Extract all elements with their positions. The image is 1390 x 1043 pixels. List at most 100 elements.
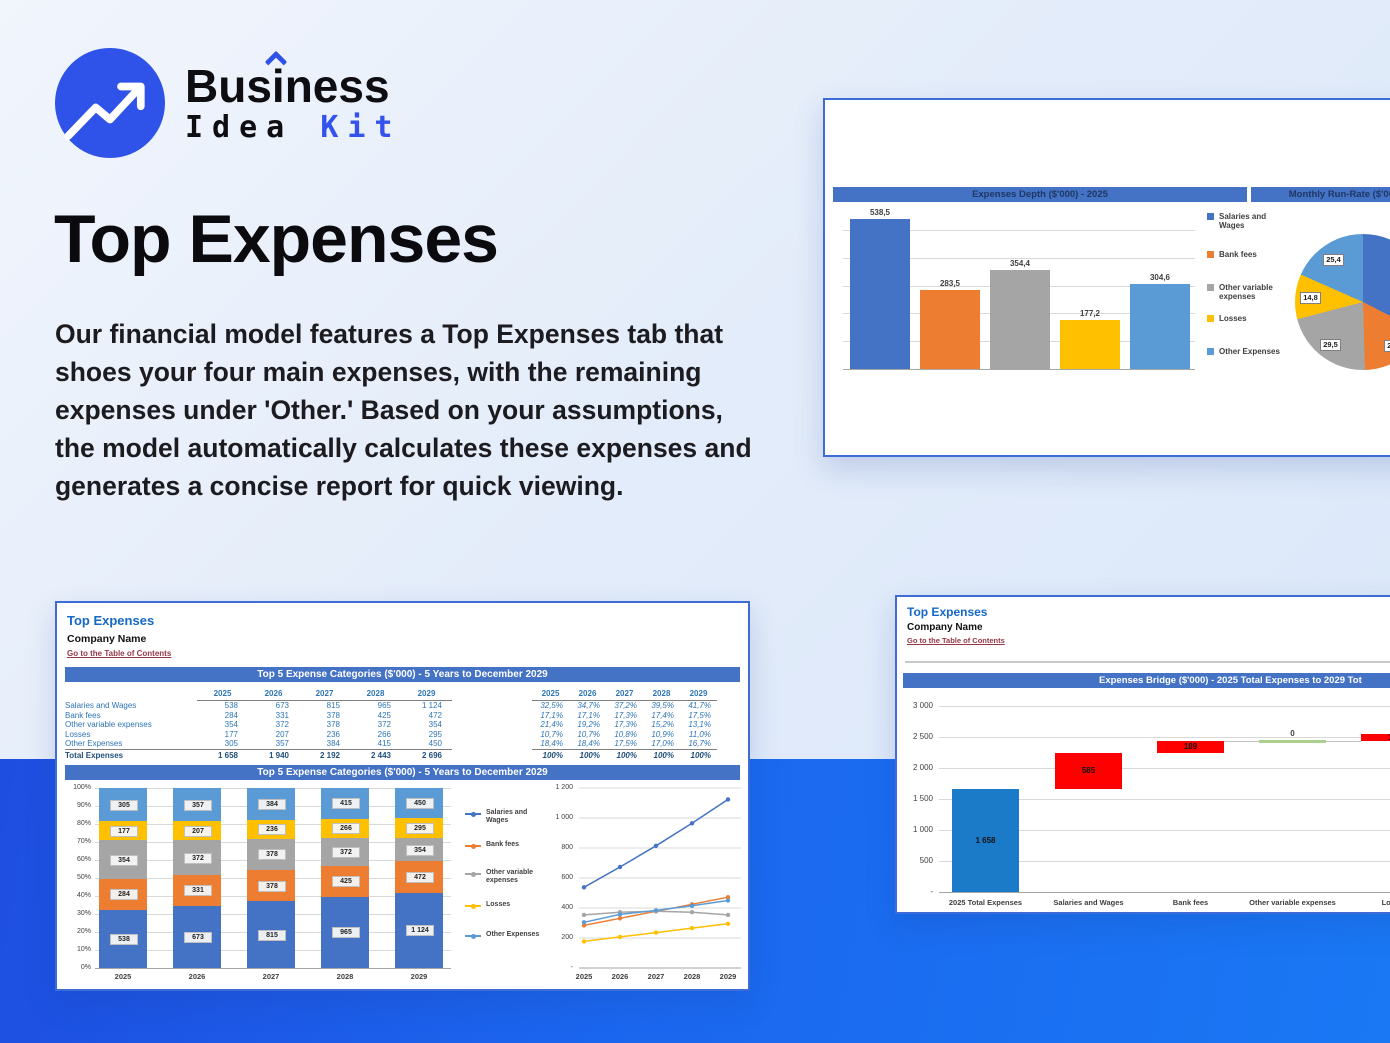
legend-label: Other variable expenses xyxy=(486,869,534,885)
year-header: 2029 xyxy=(401,689,452,701)
legend-swatch xyxy=(1207,315,1214,322)
brand-line2: Idea Kit xyxy=(185,110,402,145)
y-axis-tick: 20% xyxy=(76,928,91,935)
total-value-cell: 2 192 xyxy=(299,748,350,761)
year-header: 2029 xyxy=(680,689,717,701)
bar-value-label: 538,5 xyxy=(869,208,891,218)
y-axis-tick: 1 500 xyxy=(912,794,933,803)
y-axis-tick: 30% xyxy=(76,910,91,917)
company-name: Company Name xyxy=(907,622,983,633)
bar-bank-fees xyxy=(920,290,980,369)
y-axis-tick: 1 000 xyxy=(912,825,933,834)
value-cell: 673 xyxy=(275,701,289,710)
sheet-title: Top Expenses xyxy=(907,605,988,619)
legend-item-salaries-and-wages: Salaries and Wages xyxy=(465,809,548,825)
year-header: 2026 xyxy=(569,689,606,701)
pie-chart-title: Monthly Run-Rate ($'000 xyxy=(1251,187,1390,202)
legend-label: Bank fees xyxy=(486,841,520,848)
segment-value-label: 331 xyxy=(184,885,212,897)
legend-item-other-expenses: Other Expenses xyxy=(1207,347,1291,356)
row-label: Bank fees xyxy=(65,710,101,720)
segment-value-label: 450 xyxy=(406,798,434,810)
y-axis-tick: 1 200 xyxy=(555,784,573,791)
year-header: 2027 xyxy=(299,689,350,701)
x-axis-label: 2026 xyxy=(611,972,629,981)
data-point xyxy=(653,908,659,913)
company-name: Company Name xyxy=(67,633,147,645)
data-point xyxy=(653,930,659,935)
bar-value-label: 118 xyxy=(1361,733,1390,742)
y-axis-tick: 100% xyxy=(73,784,91,791)
legend-line-marker xyxy=(465,869,481,878)
year-header: 2028 xyxy=(350,689,401,701)
segment-value-label: 378 xyxy=(258,880,286,892)
total-value-cell: 2 696 xyxy=(401,748,452,761)
brand-wordmark: Busi ness Idea Kit xyxy=(185,63,402,143)
value-cell: 305 xyxy=(224,739,238,748)
data-point xyxy=(581,885,587,890)
value-cell: 354 xyxy=(428,720,442,729)
gridline xyxy=(939,830,1390,831)
value-cell: 372 xyxy=(377,720,391,729)
value-cell: 815 xyxy=(326,701,340,710)
percent-cell: 16,7% xyxy=(688,739,711,748)
percent-cell: 18,4% xyxy=(540,739,563,748)
data-point xyxy=(581,912,587,918)
line-series-salaries-and-wages xyxy=(583,798,729,888)
percent-cell: 10,8% xyxy=(614,729,637,739)
bar-value-label: 585 xyxy=(1081,766,1096,776)
value-cell: 266 xyxy=(377,729,391,739)
legend-item-salaries-and-wages: Salaries and Wages xyxy=(1207,212,1291,230)
legend-label: Losses xyxy=(486,901,511,908)
year-header: 2025 xyxy=(532,689,569,701)
segment-value-label: 354 xyxy=(110,854,138,866)
value-cell: 415 xyxy=(377,739,391,748)
gridline xyxy=(939,892,1390,893)
x-axis-label: 2028 xyxy=(336,972,354,981)
segment-value-label: 415 xyxy=(332,798,360,810)
legend-label: Salaries and Wages xyxy=(1219,212,1267,231)
data-point xyxy=(725,898,731,903)
segment-value-label: 472 xyxy=(406,872,434,884)
legend-line-marker xyxy=(465,931,481,940)
row-label: Other Expenses xyxy=(65,739,123,748)
data-point xyxy=(653,843,659,848)
row-label: Losses xyxy=(65,729,91,739)
segment-value-label: 207 xyxy=(184,825,212,837)
segment-value-label: 384 xyxy=(258,798,286,810)
brand-line1: Busi ness xyxy=(185,63,402,109)
value-cell: 295 xyxy=(428,729,442,739)
segment-value-label: 372 xyxy=(184,852,212,864)
line-chart-svg xyxy=(579,787,741,969)
gridline xyxy=(939,768,1390,769)
data-point xyxy=(725,797,731,802)
data-point xyxy=(689,925,695,931)
data-point xyxy=(689,903,695,908)
y-axis-tick: 60% xyxy=(76,856,91,863)
x-axis-label: 2027 xyxy=(262,972,280,981)
bar-bank-fees xyxy=(1157,741,1224,753)
segment-value-label: 673 xyxy=(184,931,212,943)
value-cell: 425 xyxy=(377,710,391,720)
value-cell: 236 xyxy=(326,729,340,739)
legend-item-bank-fees: Bank fees xyxy=(1207,250,1291,259)
value-cell: 472 xyxy=(428,710,442,720)
table-of-contents-link[interactable]: Go to the Table of Contents xyxy=(67,649,172,658)
gridline xyxy=(843,257,1195,259)
value-cell: 965 xyxy=(377,701,391,710)
y-axis-tick: 70% xyxy=(76,838,91,845)
table-of-contents-link[interactable]: Go to the Table of Contents xyxy=(907,636,1005,645)
legend-line-marker xyxy=(465,901,481,910)
year-header: 2027 xyxy=(606,689,643,701)
percent-cell: 17,1% xyxy=(540,710,563,720)
gridline xyxy=(939,737,1390,738)
x-axis-label: Bank fees xyxy=(1172,898,1209,907)
legend-swatch xyxy=(1207,251,1214,258)
year-header: 2028 xyxy=(643,689,680,701)
segment-value-label: 815 xyxy=(258,929,286,941)
value-cell: 177 xyxy=(224,729,238,739)
y-axis-tick: 1 000 xyxy=(555,814,573,821)
x-axis-label: 2029 xyxy=(410,972,428,981)
pie-label-other-expenses: 25,4 xyxy=(1323,254,1344,266)
legend-swatch xyxy=(1207,213,1214,220)
